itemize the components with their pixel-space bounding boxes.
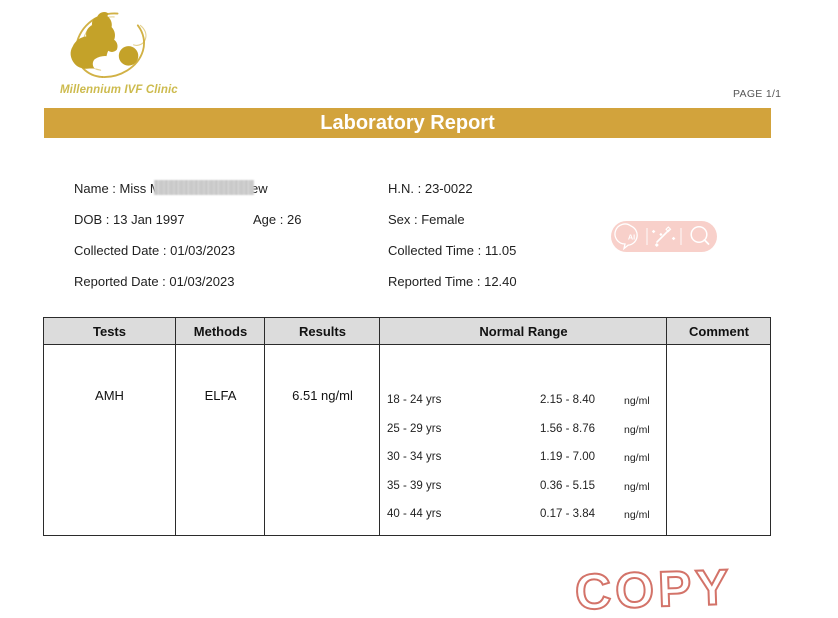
svg-text:AI: AI	[628, 233, 635, 242]
